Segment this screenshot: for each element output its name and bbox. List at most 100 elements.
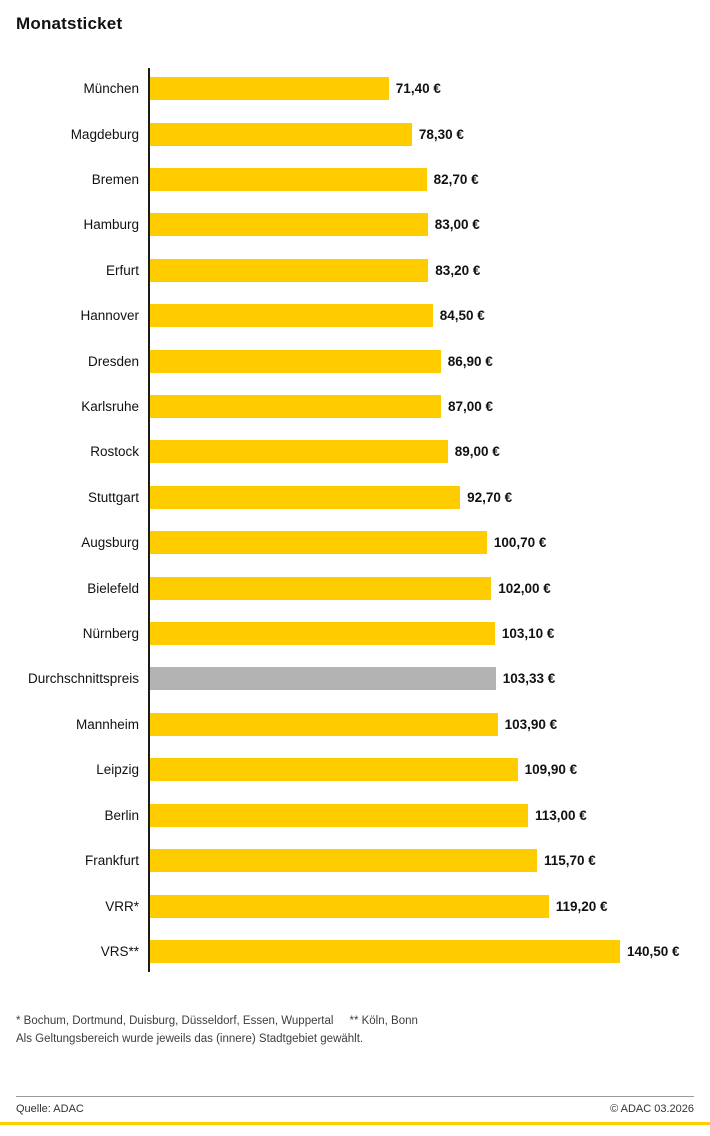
bar-area: 103,33 € [148,656,710,701]
category-label: VRR* [105,898,139,914]
value-label: 103,10 € [501,626,555,642]
category-label: Berlin [104,807,139,823]
bar-area: 103,90 € [148,702,710,747]
footnote-vrs: ** Köln, Bonn [349,1015,418,1027]
chart-row: Augsburg 100,70 € [0,520,710,565]
chart-row: Leipzig 109,90 € [0,747,710,792]
category-label: München [83,81,139,97]
category-label: Erfurt [105,262,139,278]
bar-chart: München 71,40 € Magdeburg 78,30 € Bremen 82,7… [0,66,710,974]
category-label: Mannheim [75,716,139,732]
chart-row: Karlsruhe 87,00 € [0,384,710,429]
city-bar [150,258,429,282]
chart-row: Mannheim 103,90 € [0,702,710,747]
chart-row: Dresden 86,90 € [0,338,710,383]
city-bar [150,531,487,555]
bar-area: 102,00 € [148,565,710,610]
chart-row: Durchschnittspreis 103,33 € [0,656,710,701]
bar-area: 115,70 € [148,838,710,883]
category-label: Rostock [90,444,139,460]
value-label: 83,00 € [434,217,480,233]
category-label: Hannover [80,308,139,324]
bar-area: 83,00 € [148,202,710,247]
city-bar [150,122,412,146]
bar-area: 84,50 € [148,293,710,338]
city-bar [150,758,518,782]
value-label: 84,50 € [439,308,485,324]
chart-row: Berlin 113,00 € [0,793,710,838]
value-label: 89,00 € [454,444,500,460]
bar-area: 100,70 € [148,520,710,565]
value-label: 103,90 € [504,716,558,732]
bar-area: 113,00 € [148,793,710,838]
chart-rows: München 71,40 € Magdeburg 78,30 € Bremen 82,7… [0,66,710,974]
category-label: VRS** [100,943,139,959]
bar-area: 78,30 € [148,111,710,156]
chart-row: Rostock 89,00 € [0,429,710,474]
value-label: 87,00 € [448,399,494,415]
footnote-line-1: * Bochum, Dortmund, Duisburg, Düsseldorf… [16,1013,418,1031]
chart-row: VRR* 119,20 € [0,883,710,928]
city-bar [150,304,433,328]
value-label: 71,40 € [395,81,441,97]
value-label: 119,20 € [555,898,608,914]
city-bar [150,77,389,101]
category-label: Karlsruhe [81,399,139,415]
footer: Quelle: ADAC © ADAC 03.2026 [16,1103,694,1115]
copyright-label: © ADAC 03.2026 [610,1103,694,1115]
source-label: Quelle: ADAC [16,1103,84,1115]
value-label: 140,50 € [627,943,680,959]
category-label: Magdeburg [70,126,139,142]
average-bar [150,667,496,691]
footnotes: * Bochum, Dortmund, Duisburg, Düsseldorf… [16,1013,418,1049]
page-title: Monatsticket [16,14,123,33]
value-label: 100,70 € [493,535,547,551]
bar-area: 82,70 € [148,157,710,202]
category-label: Dresden [87,353,139,369]
category-label: Leipzig [96,762,139,778]
bar-area: 119,20 € [148,883,710,928]
accent-line [0,1122,710,1125]
category-label: Nürnberg [82,626,139,642]
category-label: Augsburg [81,535,139,551]
city-bar [150,712,498,736]
bar-area: 89,00 € [148,429,710,474]
footer-divider [16,1096,694,1097]
value-label: 109,90 € [524,762,578,778]
value-label: 103,33 € [502,671,556,687]
bar-area: 86,90 € [148,338,710,383]
value-label: 82,70 € [433,172,479,188]
chart-row: Magdeburg 78,30 € [0,111,710,156]
value-label: 102,00 € [498,580,551,596]
y-axis-line [148,68,150,972]
footnote-vrr: * Bochum, Dortmund, Duisburg, Düsseldorf… [16,1015,334,1027]
chart-row: Bielefeld 102,00 € [0,565,710,610]
value-label: 83,20 € [435,262,481,278]
city-bar [150,939,620,963]
chart-row: Nürnberg 103,10 € [0,611,710,656]
bar-area: 109,90 € [148,747,710,792]
value-label: 86,90 € [447,353,493,369]
city-bar [150,849,537,873]
bar-area: 87,00 € [148,384,710,429]
category-label: Stuttgart [87,489,139,505]
city-bar [150,349,441,373]
city-bar [150,576,492,600]
city-bar [150,440,448,464]
city-bar [150,622,495,646]
bar-area: 83,20 € [148,248,710,293]
value-label: 92,70 € [467,489,513,505]
value-label: 78,30 € [418,126,464,142]
category-label: Frankfurt [84,853,139,869]
category-label: Bremen [91,172,139,188]
city-bar [150,395,441,419]
chart-row: Hannover 84,50 € [0,293,710,338]
bar-area: 140,50 € [148,929,710,974]
bar-area: 92,70 € [148,475,710,520]
chart-row: Hamburg 83,00 € [0,202,710,247]
city-bar [150,485,461,509]
city-bar [150,894,549,918]
city-bar [150,213,428,237]
chart-row: Bremen 82,70 € [0,157,710,202]
